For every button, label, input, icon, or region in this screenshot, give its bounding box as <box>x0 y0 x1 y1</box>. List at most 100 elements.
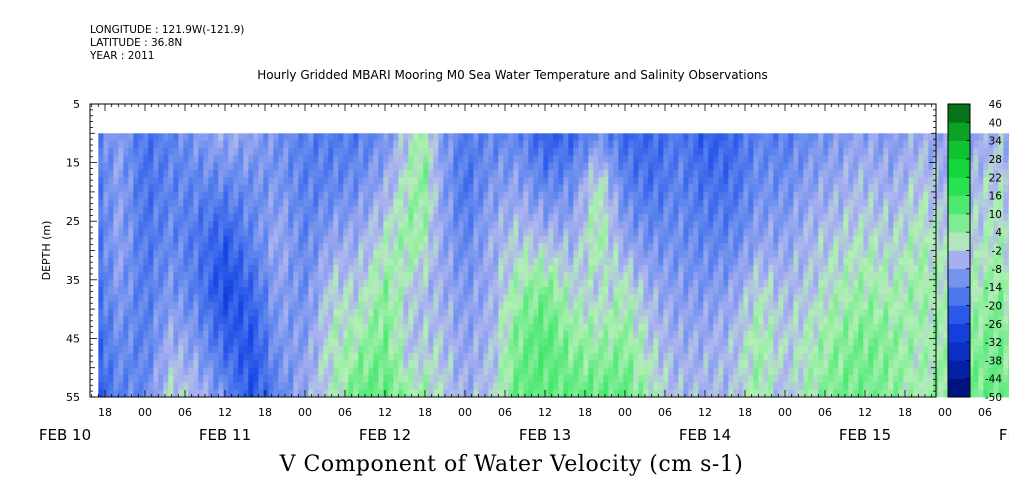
heat-cell <box>148 169 154 178</box>
heat-cell <box>718 177 724 185</box>
heat-cell <box>183 287 189 295</box>
heat-cell <box>233 184 239 193</box>
heat-cell <box>498 287 504 295</box>
heat-cell <box>628 272 634 281</box>
heat-cell <box>673 155 679 163</box>
heat-cell <box>218 272 224 281</box>
heat-cell <box>633 279 639 288</box>
heat-cell <box>563 140 569 149</box>
heat-cell <box>693 309 699 317</box>
heat-cell <box>398 301 404 310</box>
heat-cell <box>623 323 629 332</box>
heat-cell <box>343 272 349 281</box>
heat-cell <box>763 389 769 398</box>
heat-cell <box>288 199 294 207</box>
heat-cell <box>713 206 719 215</box>
heat-cell <box>543 155 549 163</box>
heat-cell <box>693 155 699 163</box>
heat-cell <box>678 213 684 222</box>
heat-cell <box>123 221 129 229</box>
heat-cell <box>388 162 394 171</box>
heat-cell <box>383 294 389 303</box>
heat-cell <box>458 382 464 391</box>
heat-cell <box>668 213 674 222</box>
heat-cell <box>243 250 249 259</box>
heat-cell <box>143 294 149 303</box>
heat-cell <box>773 331 779 339</box>
heat-cell <box>418 316 424 325</box>
heat-cell <box>108 147 114 156</box>
heat-cell <box>373 309 379 317</box>
heat-cell <box>328 235 334 244</box>
heat-cell <box>508 235 514 244</box>
heat-cell <box>368 235 374 244</box>
heat-cell <box>543 221 549 229</box>
heat-cell <box>583 162 589 171</box>
heat-cell <box>528 133 534 142</box>
heat-cell <box>143 177 149 185</box>
heat-cell <box>243 140 249 149</box>
heat-cell <box>478 338 484 347</box>
heat-cell <box>438 323 444 332</box>
heat-cell <box>383 177 389 185</box>
heat-cell <box>293 162 299 171</box>
heat-cell <box>223 382 229 391</box>
heat-cell <box>383 235 389 244</box>
heat-cell <box>253 155 259 163</box>
heat-cell <box>708 367 714 376</box>
heat-cell <box>333 162 339 171</box>
heat-cell <box>368 360 374 369</box>
heat-cell <box>363 162 369 171</box>
heat-cell <box>108 360 114 369</box>
heat-cell <box>213 221 219 229</box>
heat-cell <box>758 213 764 222</box>
heat-cell <box>443 206 449 215</box>
heat-cell <box>198 213 204 222</box>
heat-cell <box>663 191 669 200</box>
heat-cell <box>683 221 689 229</box>
heat-cell <box>228 367 234 376</box>
heat-cell <box>643 353 649 361</box>
heat-cell <box>418 147 424 156</box>
heat-cell <box>648 345 654 354</box>
heat-cell <box>518 353 524 361</box>
heat-cell <box>133 265 139 273</box>
heat-cell <box>448 243 454 251</box>
heat-cell <box>403 287 409 295</box>
heat-cell <box>618 338 624 347</box>
heat-cell <box>298 360 304 369</box>
heat-cell <box>498 375 504 383</box>
heat-cell <box>98 147 104 156</box>
heat-cell <box>453 213 459 222</box>
heat-cell <box>263 309 269 317</box>
heat-cell <box>638 147 644 156</box>
heat-cell <box>228 191 234 200</box>
heat-cell <box>228 228 234 237</box>
heat-cell <box>508 367 514 376</box>
heat-cell <box>688 199 694 207</box>
heat-cell <box>448 323 454 332</box>
heat-cell <box>278 140 284 149</box>
heat-cell <box>668 206 674 215</box>
heat-cell <box>318 191 324 200</box>
heat-cell <box>233 323 239 332</box>
heat-cell <box>168 294 174 303</box>
heat-cell <box>493 367 499 376</box>
heat-cell <box>468 213 474 222</box>
heat-cell <box>453 177 459 185</box>
heat-cell <box>498 228 504 237</box>
heat-cell <box>118 265 124 273</box>
heat-cell <box>538 257 544 266</box>
heat-cell <box>368 389 374 398</box>
heat-cell <box>738 375 744 383</box>
heat-cell <box>253 323 259 332</box>
heat-cell <box>773 353 779 361</box>
heat-cell <box>748 140 754 149</box>
heat-cell <box>128 162 134 171</box>
heat-cell <box>753 169 759 178</box>
heat-cell <box>713 243 719 251</box>
heat-cell <box>738 287 744 295</box>
heat-cell <box>493 382 499 391</box>
heat-cell <box>328 169 334 178</box>
heat-cell <box>748 331 754 339</box>
